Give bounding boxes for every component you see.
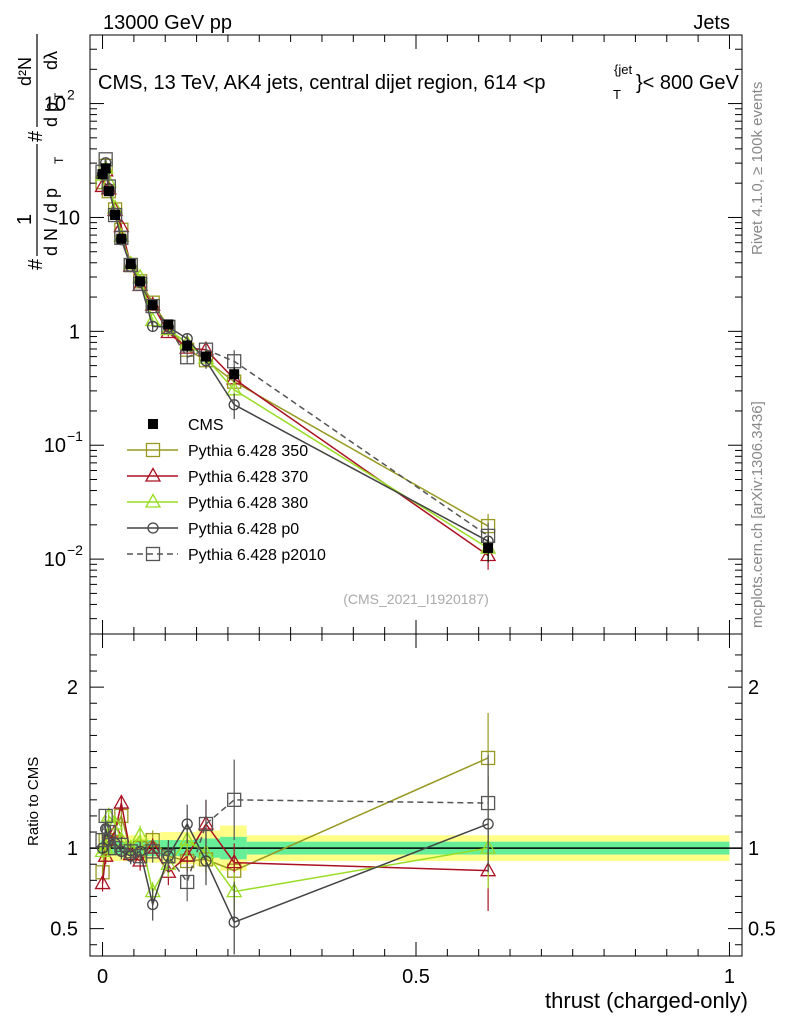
ratio-tick-label: 1 <box>67 838 78 860</box>
data-point <box>483 543 494 554</box>
series-ratio-marker <box>198 816 214 832</box>
ylabel-dpT: d p <box>41 102 61 127</box>
ylabel-hash-1: # <box>25 258 47 270</box>
x-axis-label: thrust (charged-only) <box>545 988 748 1013</box>
y-tick-label: 10 <box>44 94 66 116</box>
series-ratio-marker <box>480 795 496 811</box>
x-tick-label: 0.5 <box>402 966 430 988</box>
data-point <box>97 169 108 180</box>
legend: CMS Pythia 6.428 350 Pythia 6.428 370 Pythi… <box>127 417 326 564</box>
series-ratio-marker <box>132 852 149 867</box>
ratio-tick-label-right: 1 <box>748 838 759 860</box>
title-tail: }< 800 GeV <box>636 72 740 94</box>
legend-label: Pythia 6.428 p2010 <box>188 547 326 564</box>
energy-label: 13000 GeV pp <box>103 12 232 34</box>
series-marker <box>147 320 159 333</box>
ratio-panel: 0 0.5 1 0.5 0.5 1 1 2 2 <box>50 633 776 988</box>
series-marker <box>228 399 240 411</box>
ratio-tick-label: 0.5 <box>50 919 78 941</box>
ylabel-T-1: T <box>52 156 66 164</box>
data-point <box>116 233 127 244</box>
main-ylabel: # 1 d N / d p T # d²N d p T dλ <box>14 34 66 270</box>
data-point <box>100 163 111 174</box>
series-ratio-marker <box>132 826 149 841</box>
series-marker <box>123 257 138 273</box>
data-point <box>163 319 174 330</box>
series-ratio-marker <box>101 824 116 840</box>
ylabel-hash-2: # <box>25 130 47 142</box>
series-ratio-marker <box>94 874 111 890</box>
legend-marker <box>145 442 161 458</box>
series-ratio-marker <box>179 847 196 862</box>
ylabel-d2N: d²N <box>15 57 35 86</box>
series-ratio-4 <box>95 754 496 902</box>
rivet-label: Rivet 4.1.0, ≥ 100k events <box>749 82 766 255</box>
series-ratio-marker <box>181 818 193 830</box>
title-main: CMS, 13 TeV, AK4 jets, central dijet reg… <box>98 72 546 94</box>
series-ratio-marker <box>200 855 212 867</box>
data-series <box>97 163 494 563</box>
series-marker <box>114 230 129 245</box>
legend-marker <box>144 493 162 508</box>
ylabel-dlambda: dλ <box>41 51 61 70</box>
data-point <box>135 276 146 287</box>
y-tick-label: 1 <box>69 321 80 343</box>
data-point <box>200 351 211 362</box>
data-point <box>110 210 121 221</box>
x-tick-label: 0 <box>97 966 108 988</box>
series-ratio-marker <box>227 792 242 807</box>
legend-marker <box>148 419 158 429</box>
series-ratio-marker <box>226 853 243 869</box>
ratio-tick-label: 2 <box>67 677 78 699</box>
y-tick-exponent: 2 <box>67 87 75 103</box>
mcplots-label: mcplots.cern.ch [arXiv:1306.3436] <box>749 401 766 628</box>
x-tick-label: 1 <box>724 966 735 988</box>
series-marker <box>107 207 123 223</box>
series-ratio-marker <box>113 794 130 809</box>
y-tick-exponent: −2 <box>67 542 83 558</box>
y-tick-label: 10 <box>44 549 66 571</box>
y-tick-label: 10 <box>58 207 80 229</box>
plot-title: CMS, 13 TeV, AK4 jets, central dijet reg… <box>98 62 740 102</box>
series-ratio-marker <box>161 849 176 864</box>
ratio-tick-label-right: 0.5 <box>748 919 776 941</box>
data-point <box>182 340 193 351</box>
ratio-ylabel: Ratio to CMS <box>25 757 42 846</box>
analysis-id: (CMS_2021_I1920187) <box>343 591 489 607</box>
series-ratio-marker <box>228 916 240 928</box>
category-label: Jets <box>693 12 730 34</box>
legend-label: Pythia 6.428 p0 <box>188 521 299 538</box>
legend-marker <box>144 467 162 482</box>
series-ratio-marker <box>180 874 195 890</box>
ylabel-one: 1 <box>14 214 36 225</box>
y-tick-label: 10 <box>44 435 66 457</box>
series-ratio-marker <box>98 808 113 824</box>
series-marker <box>145 298 160 314</box>
ylabel-T-2: T <box>52 92 66 100</box>
legend-marker <box>145 546 161 562</box>
title-superscript: {jet <box>614 62 632 77</box>
series-ratio-marker <box>123 844 138 859</box>
legend-label: Pythia 6.428 380 <box>188 495 308 512</box>
series-ratio-marker <box>179 831 196 846</box>
series-ratio-marker <box>147 898 159 911</box>
ylabel-dN: d N / d p <box>41 188 61 256</box>
y-tick-exponent: −1 <box>67 428 83 444</box>
series-ratio-marker <box>145 844 160 859</box>
legend-label: CMS <box>188 417 224 434</box>
legend-label: Pythia 6.428 350 <box>188 443 308 460</box>
legend-marker <box>147 522 159 534</box>
data-point <box>229 369 240 380</box>
data-point <box>147 300 158 311</box>
legend-label: Pythia 6.428 370 <box>188 469 308 486</box>
data-point <box>103 186 114 197</box>
data-point <box>125 259 136 270</box>
ratio-tick-label-right: 2 <box>748 677 759 699</box>
title-subscript: T <box>613 87 621 102</box>
